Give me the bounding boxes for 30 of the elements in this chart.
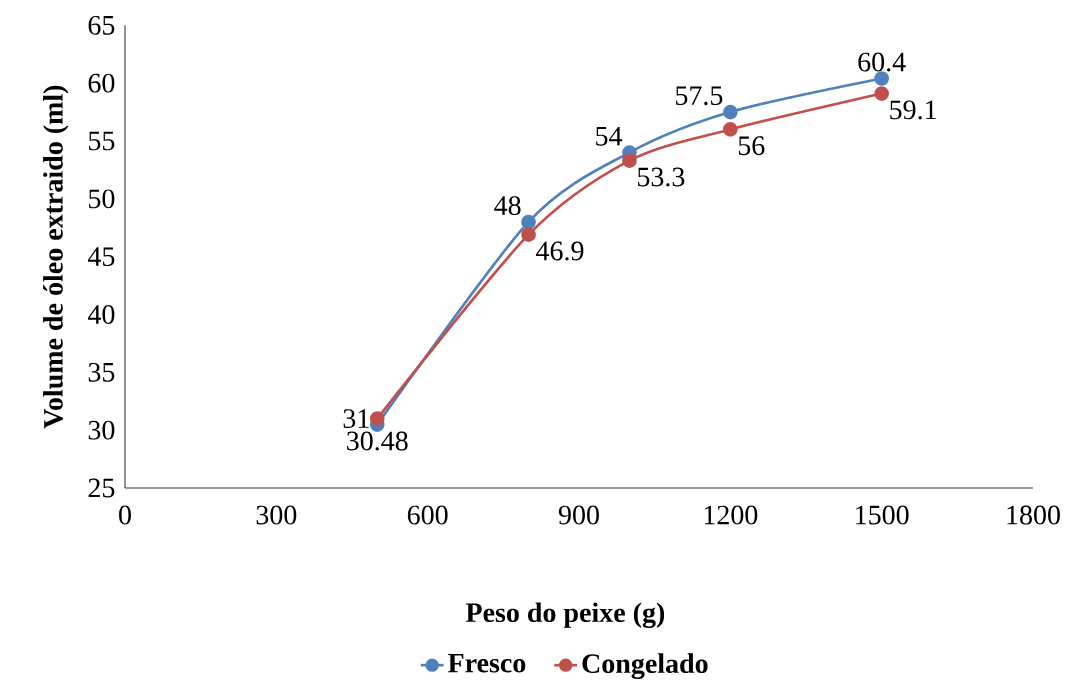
y-axis-title: Volume de óleo extraido (ml) xyxy=(43,85,69,429)
data-label: 31 xyxy=(343,409,369,428)
data-label: 57.5 xyxy=(676,86,723,106)
y-tick-label: 45 xyxy=(87,247,115,267)
y-tick-label: 40 xyxy=(87,305,115,324)
x-tick-label: 1500 xyxy=(856,505,909,525)
y-tick-label: 50 xyxy=(89,189,115,209)
y-tick-label: 30 xyxy=(88,420,115,440)
x-tick-label: 600 xyxy=(407,505,448,525)
data-label: 54 xyxy=(596,126,623,146)
x-tick-label: 0 xyxy=(119,505,131,525)
data-label: 46.9 xyxy=(536,241,584,261)
data-label: 53.3 xyxy=(638,167,685,187)
x-tick-label: 900 xyxy=(558,505,599,525)
y-tick-label: 65 xyxy=(88,15,115,35)
x-axis-title: Peso do peixe (g) xyxy=(465,602,665,629)
y-tick-label: 35 xyxy=(88,362,115,382)
data-label: 60.4 xyxy=(858,52,906,72)
legend-label: Fresco xyxy=(448,653,526,673)
data-label: 48 xyxy=(494,196,521,216)
data-label: 59.1 xyxy=(890,100,936,120)
y-tick-label: 60 xyxy=(88,73,115,93)
data-label: 30.48 xyxy=(347,431,408,451)
x-tick-label: 1800 xyxy=(1007,505,1060,525)
y-tick-label: 55 xyxy=(89,131,115,151)
y-tick-label: 25 xyxy=(88,478,115,498)
x-tick-label: 1200 xyxy=(704,505,758,525)
data-label: 56 xyxy=(738,136,765,156)
legend-label: Congelado xyxy=(582,653,708,679)
x-tick-label: 300 xyxy=(256,505,297,525)
